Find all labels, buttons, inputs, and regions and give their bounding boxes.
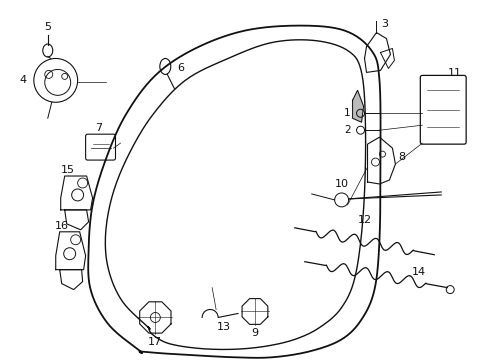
Text: 8: 8 [398, 152, 405, 162]
Text: 1: 1 [344, 108, 351, 118]
Text: 14: 14 [412, 267, 426, 276]
Polygon shape [353, 90, 364, 122]
Text: 4: 4 [19, 75, 26, 85]
Text: 10: 10 [335, 179, 348, 189]
Text: 15: 15 [61, 165, 74, 175]
Text: 12: 12 [358, 215, 371, 225]
Text: 11: 11 [448, 68, 462, 78]
Text: 3: 3 [381, 19, 388, 28]
Text: 17: 17 [148, 337, 162, 347]
Text: 9: 9 [251, 328, 259, 338]
Text: 5: 5 [44, 22, 51, 32]
Text: 6: 6 [178, 63, 185, 73]
Text: 2: 2 [344, 125, 351, 135]
Text: 7: 7 [95, 123, 102, 133]
Text: 13: 13 [217, 323, 231, 332]
Text: 16: 16 [55, 221, 69, 231]
